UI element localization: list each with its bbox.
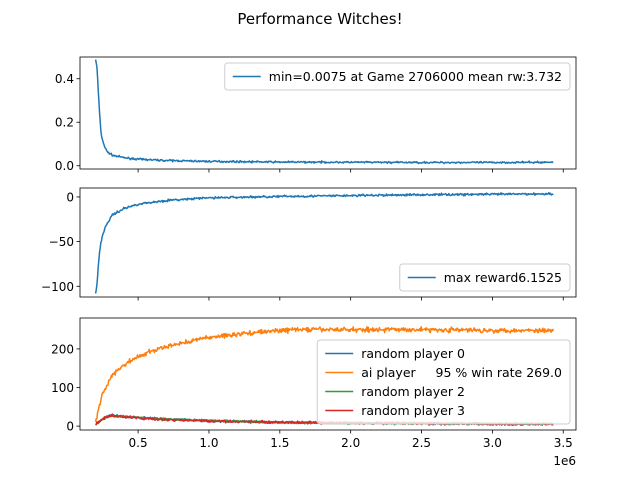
legend-label-4: random player 3 <box>361 403 465 418</box>
legend-label-1: random player 0 <box>361 346 465 361</box>
legend: max reward6.1525 <box>399 263 571 292</box>
y-tick-label: −100 <box>41 280 74 294</box>
y-tick-label: 100 <box>51 381 74 395</box>
x-tick-label: 1.0 <box>199 436 218 450</box>
y-tick-label: 200 <box>51 342 74 356</box>
x-tick-label: 2.5 <box>412 436 431 450</box>
y-tick-label: 0.0 <box>55 159 74 173</box>
x-tick-label: 1.5 <box>270 436 289 450</box>
axes-frame <box>79 187 577 298</box>
legend-box <box>316 339 571 425</box>
x-tick-label: 2.0 <box>341 436 360 450</box>
subplots-container: 0.0 0.2 0.4 min=0.0075 at Game 2706000 mean… <box>41 56 577 468</box>
y-tick-label: 0.4 <box>55 72 74 86</box>
legend: min=0.0075 at Game 2706000 mean rw:3.732 <box>224 62 571 91</box>
subplot-1: 0.0 0.2 0.4 min=0.0075 at Game 2706000 mean… <box>55 56 577 173</box>
subplot-2: 0 −50 −100 max reward6.1525 <box>41 187 577 301</box>
series-line-2 <box>94 326 555 422</box>
axes-frame <box>79 56 577 170</box>
x-tick-label: 0.5 <box>129 436 148 450</box>
legend: random player 0 ai player 95 % win rate 2… <box>316 339 571 425</box>
x-tick-label: 3.5 <box>554 436 573 450</box>
x-offset-label: 1e6 <box>553 454 576 468</box>
y-tick-label: −50 <box>49 235 74 249</box>
y-tick-label: 0.2 <box>55 116 74 130</box>
legend-label-1: max reward6.1525 <box>444 270 562 285</box>
legend-label-1: min=0.0075 at Game 2706000 mean rw:3.732 <box>269 69 562 84</box>
series-line-1 <box>94 59 554 165</box>
legend-box <box>224 62 571 91</box>
legend-box <box>399 263 571 292</box>
axes-frame <box>79 317 577 431</box>
y-tick-label: 0 <box>66 190 74 204</box>
legend-label-3: random player 2 <box>361 384 465 399</box>
x-tick-label: 3.0 <box>483 436 502 450</box>
legend-label-2: ai player 95 % win rate 269.0 <box>361 365 562 380</box>
subplot-3: 0 100 200 0.5 1.0 1.5 2.0 2.5 3.0 3.5 1e6 random pl… <box>51 317 577 468</box>
series-line-1 <box>94 192 554 294</box>
y-tick-label: 0 <box>66 420 74 434</box>
figure-title: Performance Witches! <box>237 10 402 28</box>
